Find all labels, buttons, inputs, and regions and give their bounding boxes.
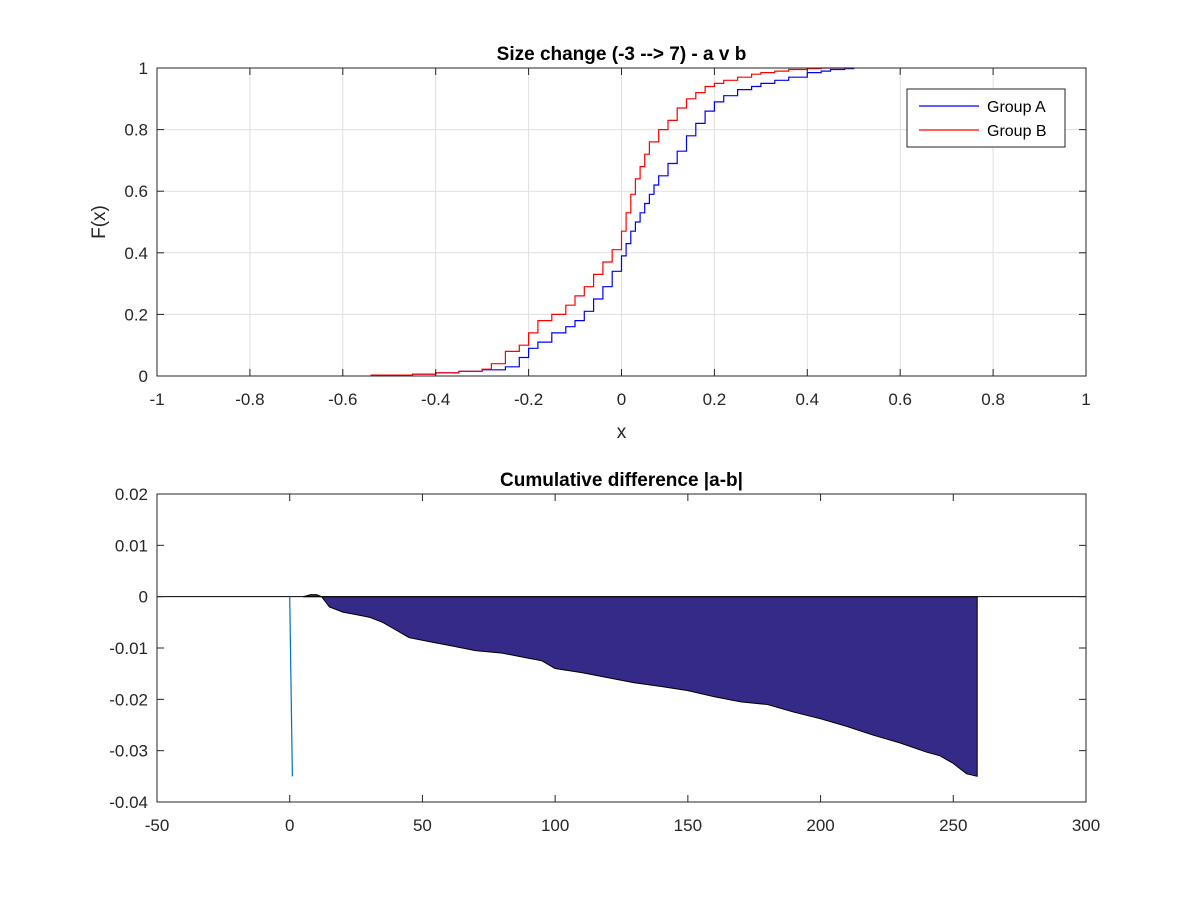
cdf-y-tick-label: 0.2: [124, 305, 148, 324]
difference-x-tick-label: 200: [806, 816, 834, 835]
difference-ticks: -50 0 50 100 150 200 250 300 -0.04 -0.03 -0.02 -0.0…: [109, 485, 1100, 835]
difference-spike-line: [289, 596, 293, 777]
cdf-x-tick-label: -0.4: [421, 390, 450, 409]
cdf-y-axis-label: F(x): [89, 205, 110, 239]
cdf-x-tick-label: 0.8: [981, 390, 1005, 409]
cdf-series: [370, 67, 855, 376]
cdf-x-tick-label: 1: [1081, 390, 1090, 409]
legend-label-group-a: Group A: [987, 99, 1046, 116]
cdf-x-tick-label: -1: [149, 390, 164, 409]
cdf-x-tick-label: 0.2: [703, 390, 727, 409]
difference-series: [157, 594, 1086, 777]
cdf-line-group-a: [370, 68, 855, 376]
difference-x-tick-label: 50: [413, 816, 432, 835]
cdf-y-tick-label: 1: [139, 59, 148, 78]
cdf-title: Size change (-3 --> 7) - a v b: [497, 44, 747, 65]
cdf-x-tick-label: -0.8: [235, 390, 264, 409]
cdf-x-axis-label: x: [617, 422, 627, 443]
cdf-y-tick-label: 0.8: [124, 121, 148, 140]
legend-box: [906, 88, 1066, 148]
cdf-x-tick-label: 0.4: [795, 390, 819, 409]
cdf-plot: -1 -0.8 -0.6 -0.4 -0.2 0 0.2 0.4 0.6 0.8 1 0 0.2 0.4 0…: [89, 44, 1091, 443]
difference-x-tick-label: 100: [541, 816, 569, 835]
difference-plot: -50 0 50 100 150 200 250 300 -0.04 -0.03 -0.02 -0.0…: [109, 470, 1100, 835]
difference-title: Cumulative difference |a-b|: [500, 470, 743, 491]
legend-label-group-b: Group B: [987, 123, 1047, 140]
cdf-x-tick-label: -0.2: [514, 390, 543, 409]
difference-x-tick-label: 300: [1072, 816, 1100, 835]
difference-y-tick-label: 0: [139, 588, 148, 607]
difference-x-tick-label: 150: [674, 816, 702, 835]
difference-y-tick-label: -0.03: [109, 742, 148, 761]
cdf-y-tick-label: 0.6: [124, 182, 148, 201]
difference-area: [302, 594, 978, 777]
legend: Group A Group B: [906, 88, 1066, 148]
difference-x-tick-label: 250: [939, 816, 967, 835]
difference-y-tick-label: -0.04: [109, 793, 148, 812]
difference-y-tick-label: -0.02: [109, 690, 148, 709]
difference-x-tick-label: -50: [145, 816, 170, 835]
cdf-line-group-b: [370, 67, 854, 376]
cdf-y-tick-label: 0.4: [124, 244, 148, 263]
difference-x-tick-label: 0: [285, 816, 294, 835]
cdf-x-tick-label: 0.6: [888, 390, 912, 409]
cdf-ticks: -1 -0.8 -0.6 -0.4 -0.2 0 0.2 0.4 0.6 0.8 1 0 0.2 0.4 0…: [124, 59, 1090, 409]
difference-y-tick-label: 0.01: [115, 536, 148, 555]
cdf-x-tick-label: 0: [617, 390, 626, 409]
cdf-y-tick-label: 0: [139, 367, 148, 386]
difference-y-tick-label: -0.01: [109, 639, 148, 658]
cdf-x-tick-label: -0.6: [328, 390, 357, 409]
difference-y-tick-label: 0.02: [115, 485, 148, 504]
